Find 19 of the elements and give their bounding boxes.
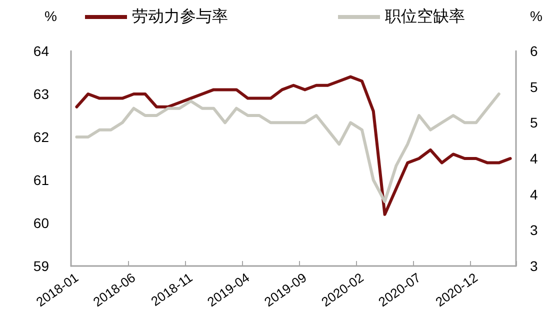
y-tick-label: 64 [33,43,50,59]
y2-tick-label: 4 [530,186,538,202]
y2-tick-label: 5 [530,114,538,131]
y2-tick-label: 3 [530,222,538,238]
legend-label: 职位空缺率 [385,8,465,26]
line-series [75,92,500,203]
y-tick-label: 59 [33,258,50,274]
y-tick-label: 60 [33,215,50,231]
y2-tick-label: 6 [530,43,538,59]
line-series [75,75,512,216]
y2-axis-title: % [530,8,542,24]
y-axis-title: % [44,8,57,24]
legend-label: 劳动力参与率 [132,8,228,26]
y-tick-label: 61 [33,172,50,188]
y2-tick-label: 3 [530,258,538,274]
y-tick-label: 63 [33,86,50,102]
y2-tick-label: 4 [530,150,538,166]
y-tick-label: 62 [33,129,50,145]
y2-tick-label: 5 [530,78,538,95]
